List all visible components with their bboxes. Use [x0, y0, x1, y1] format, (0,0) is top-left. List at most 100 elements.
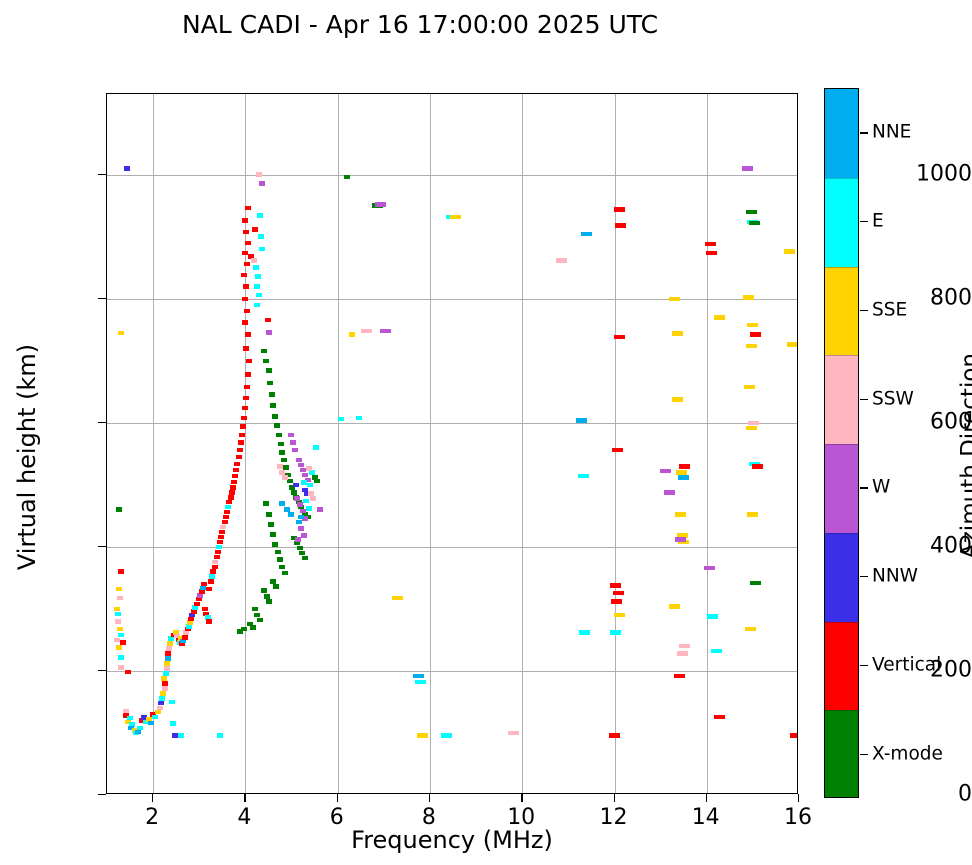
colorbar-segment-e[interactable] — [825, 177, 858, 267]
echo-point — [671, 331, 683, 336]
gridline-horizontal — [107, 298, 797, 300]
echo-point — [710, 648, 722, 654]
echo-point — [297, 462, 304, 468]
echo-point — [223, 509, 230, 515]
echo-point — [220, 524, 227, 530]
echo-point — [676, 470, 688, 475]
echo-point — [259, 246, 265, 252]
echo-point — [210, 569, 217, 574]
colorbar-segment-ssw[interactable] — [825, 355, 858, 445]
colorbar-segment-nne[interactable] — [825, 89, 858, 179]
echo-point — [207, 579, 214, 584]
echo-point — [131, 728, 138, 733]
colorbar-divider — [825, 621, 858, 623]
gridline-vertical — [522, 94, 524, 793]
echo-point — [270, 532, 277, 537]
echo-point — [116, 645, 122, 650]
gridline-vertical — [153, 94, 155, 793]
echo-point — [784, 249, 796, 254]
echo-point — [247, 254, 254, 259]
echo-point — [789, 733, 797, 738]
echo-point — [705, 250, 717, 256]
colorbar-segment-nnw[interactable] — [825, 532, 858, 622]
echo-point — [294, 496, 301, 501]
echo-point — [240, 424, 247, 429]
echo-point — [237, 440, 244, 445]
echo-point — [674, 512, 686, 517]
echo-point — [243, 229, 250, 234]
y-tick-mark — [98, 297, 106, 300]
echo-point — [254, 284, 261, 289]
echo-point — [671, 397, 683, 402]
echo-point — [234, 461, 241, 466]
colorbar-segment-vertical[interactable] — [825, 621, 858, 711]
echo-point — [250, 258, 257, 263]
colorbar-segment-sse[interactable] — [825, 266, 858, 356]
colorbar-tick-mark — [860, 576, 868, 578]
echo-point — [677, 533, 689, 538]
echo-point — [167, 636, 174, 641]
echo-point — [241, 250, 248, 256]
echo-point — [302, 516, 309, 521]
echo-point — [678, 539, 690, 545]
echo-point — [245, 240, 252, 246]
echo-point — [236, 447, 243, 453]
echo-point — [306, 466, 313, 471]
x-tick-label: 6 — [329, 805, 344, 830]
echo-point — [241, 218, 248, 223]
y-tick-mark — [98, 669, 106, 672]
y-tick-label: 0 — [958, 781, 972, 807]
echo-point — [258, 234, 265, 239]
colorbar-label-ssw: SSW — [872, 388, 914, 410]
echo-point — [380, 328, 392, 334]
echo-point — [343, 174, 350, 180]
colorbar-tick-mark — [860, 132, 868, 134]
echo-point — [255, 274, 262, 279]
echo-point — [288, 485, 295, 490]
gridline-vertical — [706, 94, 708, 793]
echo-point — [743, 384, 755, 390]
echo-point — [750, 332, 762, 337]
echo-point — [296, 545, 303, 551]
colorbar-tick-mark — [860, 309, 868, 312]
echo-point — [188, 616, 194, 622]
echo-point — [186, 624, 193, 629]
x-tick-label: 2 — [145, 805, 160, 830]
echo-point — [355, 415, 362, 421]
page-title: NAL CADI - Apr 16 17:00:00 2025 UTC — [181, 10, 659, 39]
colorbar-segment-x-mode[interactable] — [825, 710, 858, 797]
echo-point — [609, 630, 621, 635]
echo-point — [163, 661, 170, 666]
echo-point — [287, 432, 294, 438]
echo-point — [301, 555, 308, 561]
echo-point — [138, 718, 145, 723]
azimuth-colorbar[interactable] — [824, 88, 859, 798]
echo-point — [265, 368, 272, 373]
x-tick-mark — [613, 794, 615, 802]
echo-point — [747, 512, 759, 517]
x-tick-mark — [152, 794, 154, 802]
echo-point — [235, 454, 242, 460]
plot-area[interactable] — [106, 93, 798, 794]
echo-point — [704, 565, 715, 571]
echo-point — [166, 641, 173, 646]
echo-point — [123, 713, 130, 718]
echo-point — [253, 302, 260, 308]
echo-point — [164, 656, 171, 661]
echo-point — [190, 609, 197, 614]
echo-point — [218, 534, 225, 540]
colorbar-segment-w[interactable] — [825, 444, 858, 534]
y-tick-label: 800 — [930, 285, 972, 311]
echo-point — [246, 358, 253, 363]
echo-point — [221, 519, 228, 525]
echo-point — [118, 330, 125, 336]
echo-point — [714, 315, 726, 320]
echo-point — [307, 491, 314, 496]
echo-point — [746, 209, 758, 215]
echo-point — [242, 405, 249, 411]
echo-point — [265, 512, 272, 517]
echo-point — [191, 605, 198, 610]
echo-point — [249, 625, 256, 630]
echo-point — [293, 482, 300, 488]
